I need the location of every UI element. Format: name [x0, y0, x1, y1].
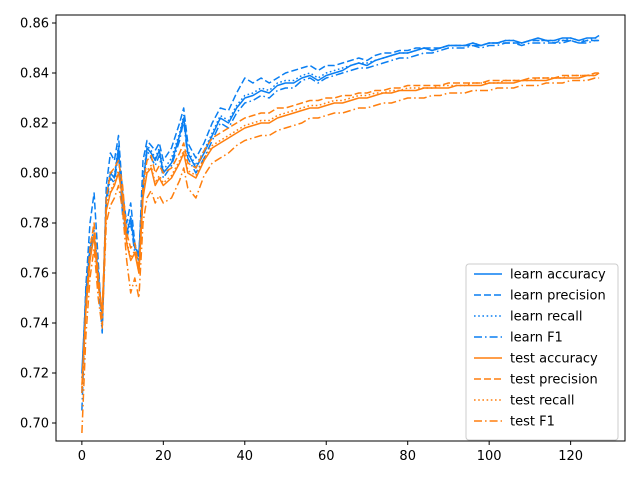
y-tick-label: 0.70: [20, 417, 49, 432]
legend: learn accuracy learn precision learn recal…: [465, 263, 619, 441]
legend-label: test accuracy: [510, 352, 598, 367]
y-tick-label: 0.84: [20, 67, 49, 82]
legend-label: test recall: [510, 394, 575, 409]
y-tick-label: 0.80: [20, 167, 49, 182]
x-tick-label: 40: [237, 449, 254, 464]
x-tick-label: 0: [78, 449, 86, 464]
series-line-4: [81, 72, 600, 386]
series-line-7: [81, 77, 600, 434]
series-group: [81, 34, 600, 434]
series-line-2: [81, 37, 600, 379]
axes: 0 20 40 60 80 100 120 0.70 0.72 0.74 0.76 0.78 0.80 0…: [20, 17, 583, 465]
series-line-1: [81, 39, 600, 394]
series-line-6: [81, 72, 600, 389]
legend-label: learn precision: [510, 289, 606, 304]
legend-label: test precision: [510, 373, 598, 388]
series-line-3: [81, 39, 600, 411]
legend-frame: [465, 263, 619, 441]
y-tick-label: 0.86: [20, 17, 49, 32]
series-line-5: [81, 72, 600, 394]
x-tick-label: 20: [155, 449, 172, 464]
legend-label: test F1: [510, 415, 555, 430]
y-tick-label: 0.72: [20, 367, 49, 382]
plot-frame: [55, 14, 626, 442]
x-tick-label: 60: [318, 449, 335, 464]
y-tick-label: 0.78: [20, 217, 49, 232]
y-tick-label: 0.82: [20, 117, 49, 132]
legend-label: learn recall: [510, 310, 582, 325]
x-tick-label: 100: [477, 449, 502, 464]
legend-label: learn F1: [510, 331, 563, 346]
y-tick-label: 0.74: [20, 317, 49, 332]
legend-label: learn accuracy: [510, 268, 606, 283]
x-tick-label: 120: [558, 449, 583, 464]
y-tick-label: 0.76: [20, 267, 49, 282]
x-tick-label: 80: [399, 449, 416, 464]
